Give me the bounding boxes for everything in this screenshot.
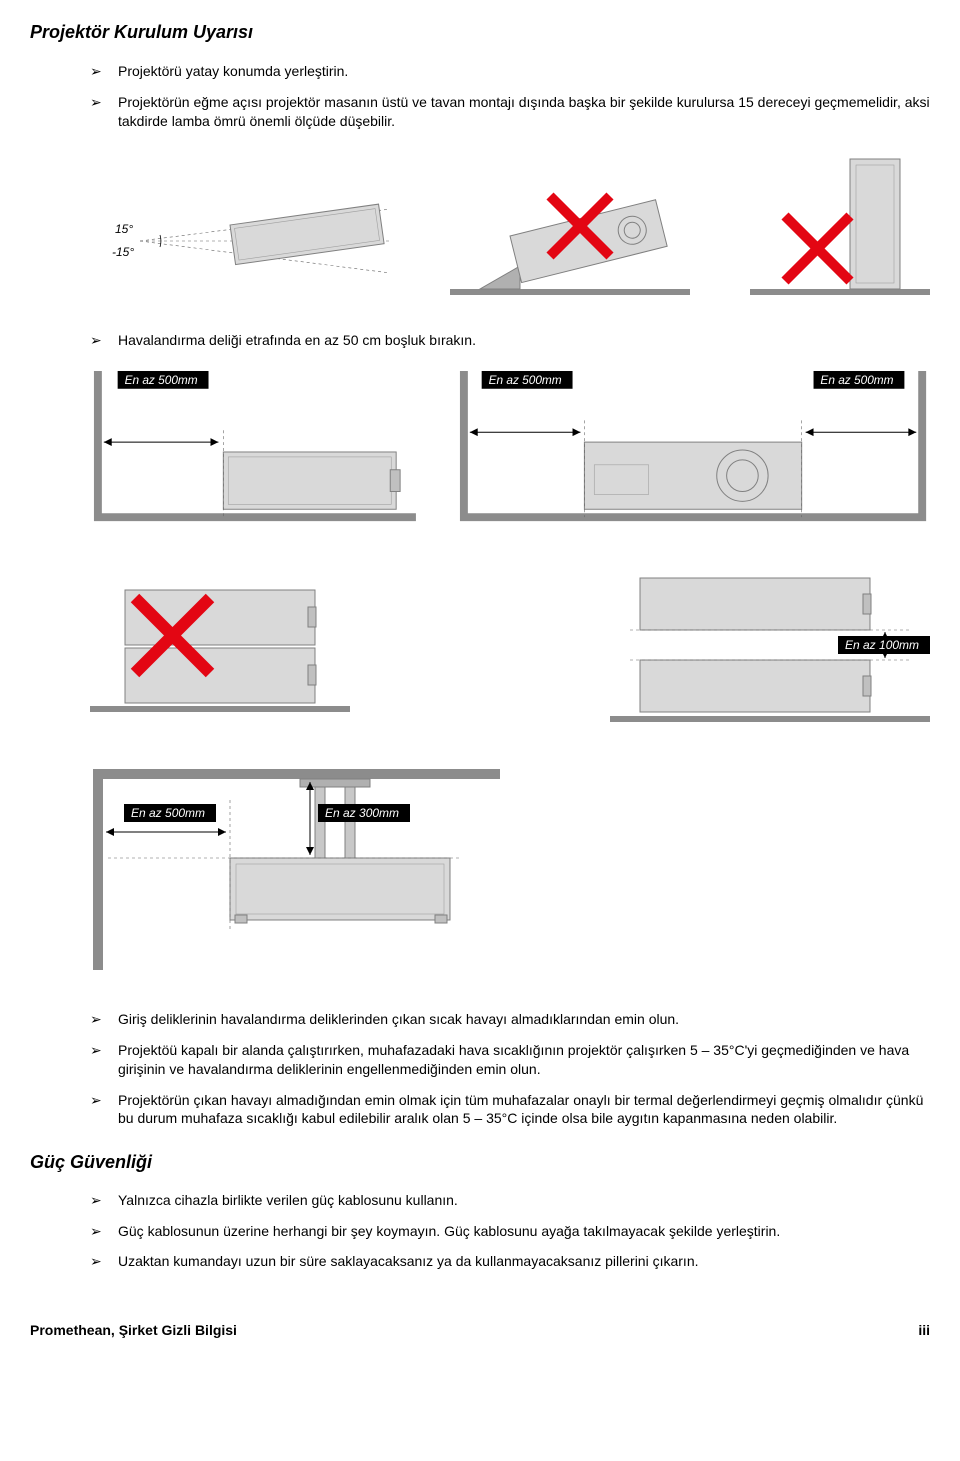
angle-pos-label: 15° xyxy=(115,222,133,236)
vertical-gap-diagram: En az 100mm xyxy=(610,560,930,730)
list-item: Giriş deliklerinin havalandırma delikler… xyxy=(90,1010,930,1029)
footer-page-number: iii xyxy=(918,1321,930,1340)
angle-neg-label: -15° xyxy=(112,245,134,259)
power-safety-heading: Güç Güvenliği xyxy=(30,1150,930,1174)
list-item: Havalandırma deliği etrafında en az 50 c… xyxy=(90,331,930,350)
footer-left-text: Promethean, Şirket Gizli Bilgisi xyxy=(30,1321,237,1340)
intro-bullet-list: Projektörü yatay konumda yerleştirin. Pr… xyxy=(30,62,930,131)
list-item: Projektöü kapalı bir alanda çalıştırırke… xyxy=(90,1041,930,1079)
install-warning-heading: Projektör Kurulum Uyarısı xyxy=(30,20,930,44)
min500-label: En az 500mm xyxy=(131,806,205,820)
clearance-row-3: En az 500mm En az 300mm xyxy=(90,760,930,980)
list-item: Yalnızca cihazla birlikte verilen güç ka… xyxy=(90,1191,930,1210)
vent-bullet-list: Havalandırma deliği etrafında en az 50 c… xyxy=(30,331,930,350)
tilt-diagram-row: 15° -15° xyxy=(90,151,930,301)
ceiling-mount-diagram: En az 500mm En az 300mm xyxy=(90,760,510,980)
list-item: Projektörün çıkan havayı almadığından em… xyxy=(90,1091,930,1129)
side-clearance-diagram: En az 500mm xyxy=(90,370,416,530)
clearance-row-1: En az 500mm En az 500mm En az 500mm xyxy=(90,370,930,530)
wrong-vertical-diagram xyxy=(750,151,930,301)
cross-icon xyxy=(785,216,850,281)
wrong-stacked-diagram xyxy=(90,570,350,720)
min300-label: En az 300mm xyxy=(325,806,399,820)
list-item: Projektörü yatay konumda yerleştirin. xyxy=(90,62,930,81)
min500-label: En az 500mm xyxy=(489,373,562,387)
min100-label: En az 100mm xyxy=(845,638,919,652)
airflow-bullet-list: Giriş deliklerinin havalandırma delikler… xyxy=(30,1010,930,1128)
min500-label: En az 500mm xyxy=(125,373,198,387)
power-bullet-list: Yalnızca cihazla birlikte verilen güç ka… xyxy=(30,1191,930,1272)
min500-label: En az 500mm xyxy=(820,373,893,387)
wrong-wedge-diagram xyxy=(450,181,690,301)
clearance-row-2: En az 100mm xyxy=(90,560,930,730)
front-clearance-diagram: En az 500mm En az 500mm xyxy=(456,370,930,530)
list-item: Güç kablosunun üzerine herhangi bir şey … xyxy=(90,1222,930,1241)
list-item: Uzaktan kumandayı uzun bir süre saklayac… xyxy=(90,1252,930,1271)
list-item: Projektörün eğme açısı projektör masanın… xyxy=(90,93,930,131)
tilt-angle-diagram: 15° -15° xyxy=(90,181,390,301)
page-footer: Promethean, Şirket Gizli Bilgisi iii xyxy=(30,1321,930,1340)
